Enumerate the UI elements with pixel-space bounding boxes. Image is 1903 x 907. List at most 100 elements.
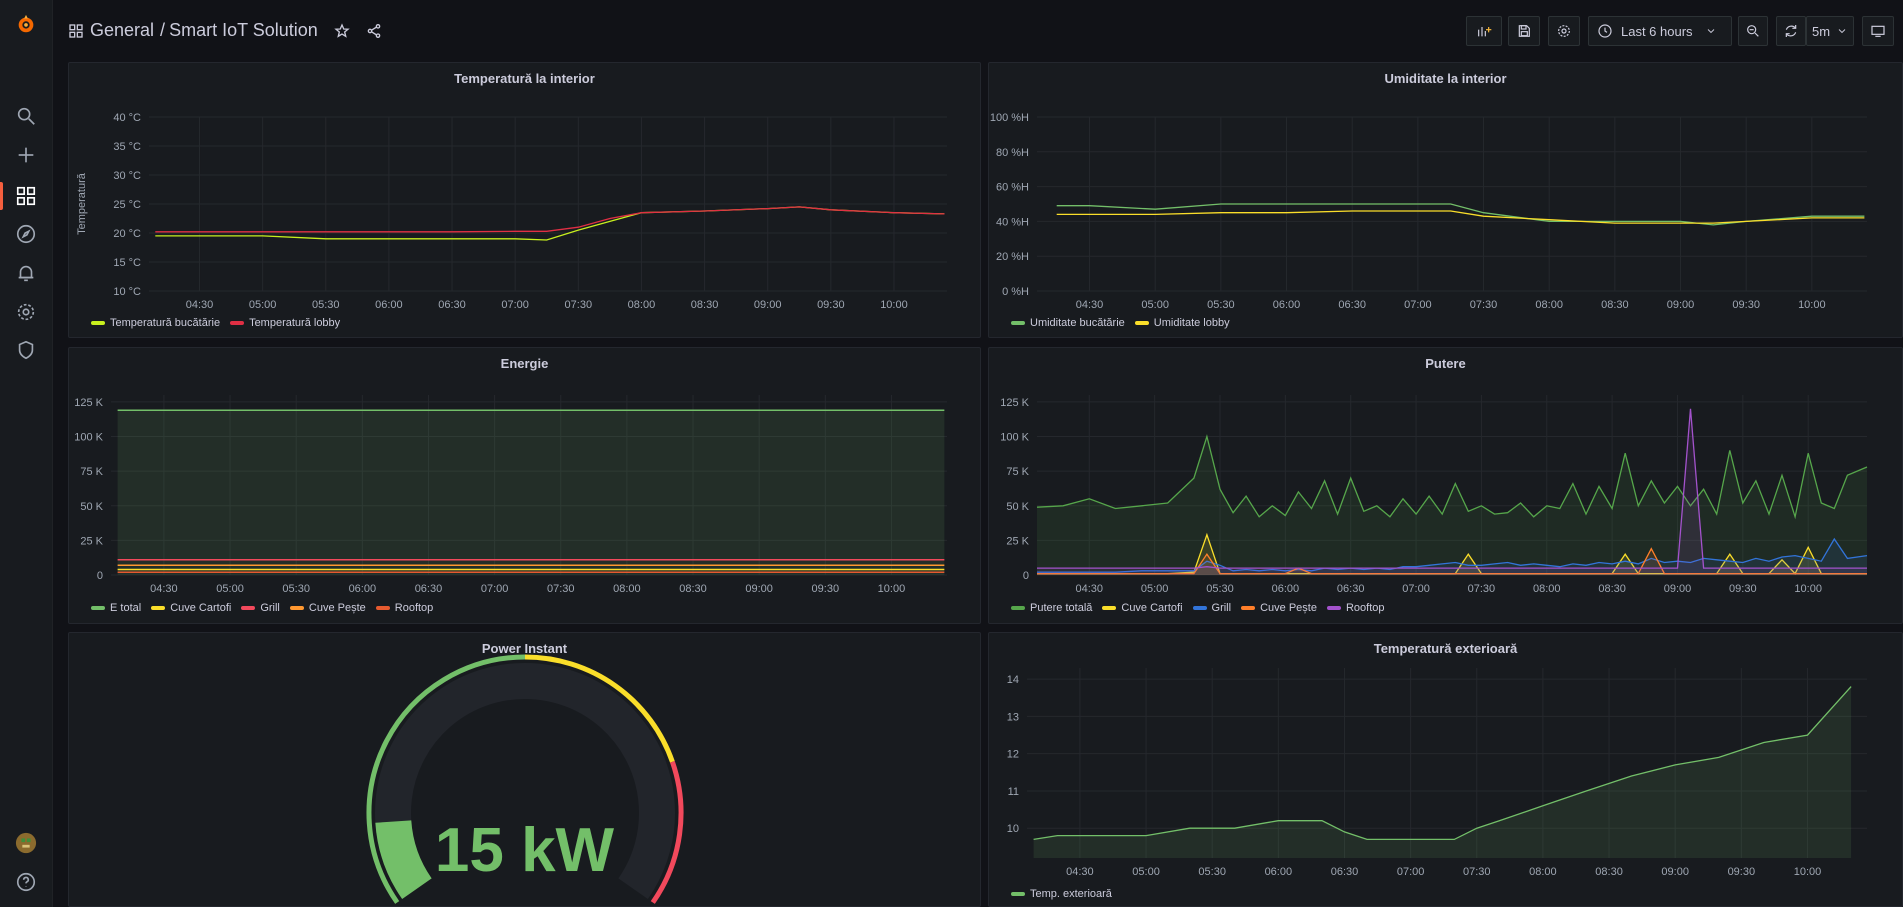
clock-icon (1598, 24, 1612, 38)
legend-label: Cuve Pește (308, 602, 366, 614)
panel-title[interactable]: Umiditate la interior (1384, 71, 1507, 86)
legend-label: Umiditate bucătărie (1030, 317, 1125, 329)
legend-swatch (1241, 606, 1256, 610)
x-tick-label: 09:00 (1667, 299, 1695, 311)
refresh-interval-picker[interactable]: 5m (1806, 16, 1854, 46)
series-line-Cuve Pește (1037, 547, 1867, 575)
legend-item[interactable]: Cuve Pește (1241, 602, 1317, 614)
user-avatar[interactable] (14, 831, 38, 855)
legend-item[interactable]: Umiditate lobby (1134, 317, 1230, 329)
save-icon (1518, 25, 1530, 37)
legend-swatch (1134, 321, 1149, 325)
breadcrumb-folder[interactable]: General (90, 20, 155, 40)
y-tick-label: 25 K (80, 535, 103, 547)
dashboards-icon[interactable] (14, 184, 38, 208)
legend-swatch (1011, 321, 1025, 325)
explore-compass-icon[interactable] (14, 222, 38, 246)
add-panel-button[interactable] (1466, 16, 1502, 46)
x-tick-label: 07:30 (1463, 866, 1491, 878)
alerting-bell-icon[interactable] (14, 261, 38, 285)
x-tick-label: 07:00 (501, 299, 529, 311)
x-tick-label: 04:30 (1076, 583, 1104, 595)
tv-mode-button[interactable] (1862, 16, 1894, 46)
panel-title[interactable]: Temperatură la interior (454, 71, 595, 86)
search-icon[interactable] (14, 104, 38, 128)
legend-label: Temperatură lobby (249, 317, 341, 329)
gear-icon (1558, 25, 1570, 37)
temperatura-interior-chart: 40 °C 35 °C 30 °C 25 °C 20 °C 15 °C 10 °C 04:30… (76, 112, 947, 311)
save-dashboard-button[interactable] (1508, 16, 1540, 46)
x-tick-label: 06:30 (415, 583, 443, 595)
legend-item[interactable]: Temperatură bucătărie (91, 317, 220, 329)
x-tick-label: 09:30 (1728, 866, 1756, 878)
plus-icon[interactable] (14, 143, 38, 167)
panel-power-instant[interactable]: Power Instant 15 kW (68, 632, 981, 907)
x-tick-label: 10:00 (1794, 583, 1822, 595)
x-tick-label: 06:00 (375, 299, 403, 311)
settings-gear-icon[interactable] (14, 300, 38, 324)
panel-umiditate-interior[interactable]: Umiditate la interior 100 %H 80 %H 60 %H 40… (988, 62, 1903, 338)
x-tick-label: 05:30 (312, 299, 340, 311)
legend-item[interactable]: Umiditate bucătărie (1011, 317, 1125, 329)
chevron-down-icon (1707, 29, 1714, 34)
grafana-logo-icon[interactable] (14, 12, 38, 36)
x-tick-label: 04:30 (1076, 299, 1104, 311)
legend-swatch (289, 606, 304, 610)
chart-legend: Temp. exterioară (1011, 888, 1112, 900)
x-tick-label: 08:30 (1595, 866, 1623, 878)
dashboards-grid-icon (69, 23, 83, 38)
legend-swatch (241, 606, 256, 610)
legend-item[interactable]: Grill (241, 602, 280, 614)
legend-item[interactable]: Rooftop (375, 602, 433, 614)
legend-item[interactable]: Grill (1192, 602, 1231, 614)
legend-item[interactable]: Temperatură lobby (230, 317, 340, 329)
series-area-Cuve Cartofi (1037, 534, 1867, 575)
y-tick-label: 100 K (74, 432, 103, 444)
dashboard-title[interactable]: Smart IoT Solution (169, 20, 318, 40)
legend-item[interactable]: E total (91, 602, 141, 614)
legend-swatch (1326, 606, 1341, 610)
x-tick-label: 06:00 (1265, 866, 1293, 878)
server-admin-shield-icon[interactable] (14, 338, 38, 362)
panel-putere[interactable]: Putere 125 K 100 K 75 K 50 K 25 K 0 04:30 05:00… (988, 347, 1903, 624)
legend-item[interactable]: Putere totală (1011, 602, 1092, 614)
legend-item[interactable]: Rooftop (1326, 602, 1384, 614)
panel-title[interactable]: Power Instant (481, 641, 568, 656)
y-tick-label: 20 °C (113, 228, 141, 240)
y-tick-label: 0 (97, 570, 103, 582)
dashboard-settings-button[interactable] (1548, 16, 1580, 46)
panel-title[interactable]: Temperatură exterioară (1373, 641, 1518, 656)
series-line-Rooftop (1037, 408, 1867, 569)
legend-item[interactable]: Cuve Cartofi (1102, 602, 1183, 614)
star-icon[interactable] (334, 22, 350, 39)
x-tick-label: 09:00 (754, 299, 782, 311)
panel-title[interactable]: Putere (1425, 356, 1466, 371)
x-tick-label: 09:30 (1732, 299, 1760, 311)
x-tick-label: 09:30 (1729, 583, 1757, 595)
panel-temperatura-exterioara[interactable]: Temperatură exterioară 14 13 12 11 10 04:30 05… (988, 632, 1903, 907)
panel-title[interactable]: Energie (500, 356, 549, 371)
share-icon[interactable] (366, 23, 382, 39)
panel-temperatura-interior[interactable]: Temperatură la interior 40 °C 35 °C 30 °C 2… (68, 62, 981, 338)
legend-item[interactable]: Cuve Cartofi (151, 602, 231, 614)
y-tick-label: 30 °C (113, 170, 141, 182)
y-tick-label: 25 K (1006, 535, 1029, 547)
legend-swatch (375, 606, 390, 610)
x-tick-label: 08:00 (628, 299, 656, 311)
x-tick-label: 05:00 (249, 299, 277, 311)
x-tick-label: 06:30 (1331, 866, 1359, 878)
y-tick-label: 125 K (74, 397, 103, 409)
x-tick-label: 07:00 (481, 583, 509, 595)
help-icon[interactable] (14, 870, 38, 894)
y-tick-label: 15 °C (113, 257, 141, 269)
x-tick-label: 09:00 (1661, 866, 1689, 878)
legend-item[interactable]: Temp. exterioară (1011, 888, 1112, 900)
x-tick-label: 06:30 (1338, 299, 1366, 311)
time-range-picker[interactable]: Last 6 hours (1588, 16, 1732, 46)
panel-energie[interactable]: Energie 125 K 100 K 75 K 50 K 25 K 0 04:30 05:0… (68, 347, 981, 624)
zoom-out-button[interactable] (1738, 16, 1768, 46)
legend-item[interactable]: Cuve Pește (289, 602, 366, 614)
y-tick-label: 11 (1008, 786, 1019, 798)
refresh-button[interactable] (1776, 16, 1806, 46)
monitor-icon (1871, 25, 1885, 37)
